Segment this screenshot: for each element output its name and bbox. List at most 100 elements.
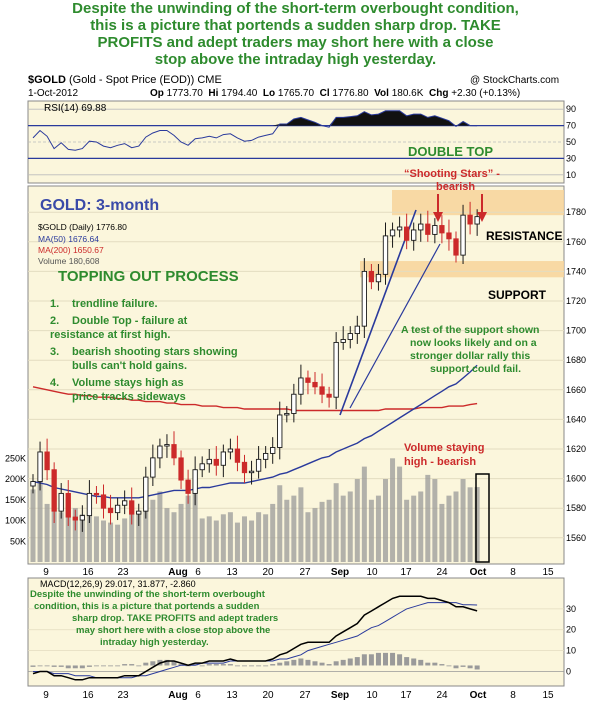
- x-tick-label: 9: [43, 567, 49, 578]
- candle-body: [227, 448, 234, 453]
- candle-body: [220, 451, 226, 466]
- candle-body: [389, 229, 396, 237]
- volume-bar: [418, 491, 424, 562]
- candle-body: [270, 447, 276, 454]
- macd-histogram-bar: [425, 662, 431, 666]
- macd-histogram-bar: [136, 665, 142, 667]
- volume-bar: [446, 495, 452, 562]
- candle-body: [37, 451, 43, 483]
- macd-histogram-bar: [460, 665, 466, 667]
- headline-line: stop above the intraday high yesterday.: [154, 51, 437, 68]
- candle-body: [185, 479, 191, 494]
- macd-label: MACD(12,26,9) 29.017, 31.877, -2.860: [40, 579, 196, 589]
- low-value: 1765.70: [277, 88, 315, 99]
- macd-line: [32, 595, 478, 681]
- volume-bar: [390, 458, 396, 562]
- x-tick-label: 16: [82, 690, 94, 701]
- volume-bar: [368, 499, 374, 562]
- macd-histogram-bar: [284, 661, 290, 666]
- macd-histogram-bar: [122, 664, 128, 666]
- candle-body: [439, 225, 445, 234]
- x-tick-label: 20: [262, 690, 274, 701]
- macd-histogram-bar: [58, 665, 64, 667]
- candle-body: [298, 377, 304, 395]
- candle-body: [86, 492, 93, 517]
- candle-body: [425, 223, 431, 235]
- volume-bar: [101, 520, 106, 562]
- x-tick-label: 23: [117, 690, 129, 701]
- volume-bar: [263, 514, 269, 562]
- support-zone: [360, 261, 564, 278]
- macd-histogram-bar: [220, 664, 226, 666]
- macd-histogram-bar: [51, 665, 57, 667]
- rsi-tick-label: 50: [566, 137, 576, 147]
- volume-bar: [178, 503, 184, 562]
- shooting-stars-line: bearish: [436, 181, 475, 193]
- macd-histogram-bar: [65, 665, 71, 669]
- x-tick-label: 13: [226, 567, 238, 578]
- x-tick-label: 10: [366, 690, 378, 701]
- x-tick-label: 27: [299, 690, 311, 701]
- macd-histogram-bar: [150, 661, 156, 666]
- candle-body: [361, 270, 367, 327]
- resistance-label: RESISTANCE: [486, 229, 562, 243]
- macd-histogram-bar: [354, 657, 360, 666]
- candle-body: [129, 500, 135, 515]
- macd-histogram-bar: [326, 664, 332, 666]
- volume-bar: [439, 503, 445, 562]
- x-tick-label: 17: [400, 690, 412, 701]
- price-axis: 1780 1760 1740 1720 1700 1680 1660 1640 1620 1600…: [566, 207, 586, 543]
- macd-histogram-bar: [44, 665, 50, 667]
- volume-bar: [227, 512, 233, 562]
- headline-line: PROFITS and adept traders may short here…: [97, 34, 494, 51]
- candle-body: [79, 515, 86, 521]
- volume-bar: [37, 474, 43, 562]
- price-tick-label: 1660: [566, 385, 586, 395]
- macd-histogram-bar: [439, 664, 445, 666]
- candle-body: [248, 470, 255, 474]
- macd-histogram-bar: [432, 662, 438, 666]
- x-tick-label: 9: [43, 690, 49, 701]
- candle-body: [347, 333, 353, 340]
- close-value: 1776.80: [332, 88, 369, 99]
- x-tick-label: 24: [436, 690, 448, 701]
- rsi-layer: 90 70 50 30 10: [28, 104, 576, 180]
- candle-body: [404, 226, 410, 241]
- topping-text: bearish shooting stars showing: [72, 346, 238, 358]
- candle-body: [51, 469, 57, 512]
- symbol-description: (Gold - Spot Price (EOD)): [68, 74, 195, 86]
- volume-bar: [129, 514, 135, 562]
- price-tick-label: 1780: [566, 207, 586, 217]
- resistance-zone: [392, 190, 564, 216]
- candle-body: [206, 458, 212, 465]
- macd-note-line: condition, this is a picture that porten…: [34, 601, 260, 612]
- candle-body: [354, 325, 360, 335]
- volume-bar: [213, 520, 219, 562]
- legend-gold: $GOLD (Daily) 1776.80: [38, 222, 127, 232]
- candle-body: [375, 273, 382, 283]
- macd-histogram-bar: [79, 665, 85, 669]
- volume-bar: [171, 512, 177, 562]
- legend-volume: Volume 180,608: [38, 256, 100, 266]
- volume-bar: [404, 499, 410, 562]
- macd-histogram-bar: [30, 665, 36, 667]
- candle-body: [150, 457, 156, 478]
- volume-bar: [467, 487, 473, 562]
- ma200-line: [32, 386, 478, 412]
- macd-note-line: sharp drop. TAKE PROFITS and adept trade…: [72, 613, 278, 624]
- macd-histogram-bar: [234, 665, 240, 667]
- macd-note-line: may short here with a close stop above t…: [76, 625, 270, 636]
- open-value: 1773.70: [166, 88, 203, 99]
- volume-bar: [347, 491, 353, 562]
- shooting-stars-annotation: “Shooting Stars” - bearish: [404, 168, 500, 193]
- rsi-tick-label: 70: [566, 121, 576, 131]
- volume-bar: [460, 479, 466, 562]
- candle-body: [446, 232, 452, 240]
- macd-histogram-bar: [291, 659, 297, 666]
- candle-body: [432, 225, 438, 235]
- volume-note-line: Volume staying: [404, 442, 484, 454]
- macd-histogram-bar: [298, 658, 304, 666]
- x-tick-label: 24: [436, 567, 448, 578]
- trendline: [349, 243, 441, 409]
- macd-histogram-bar: [340, 659, 346, 666]
